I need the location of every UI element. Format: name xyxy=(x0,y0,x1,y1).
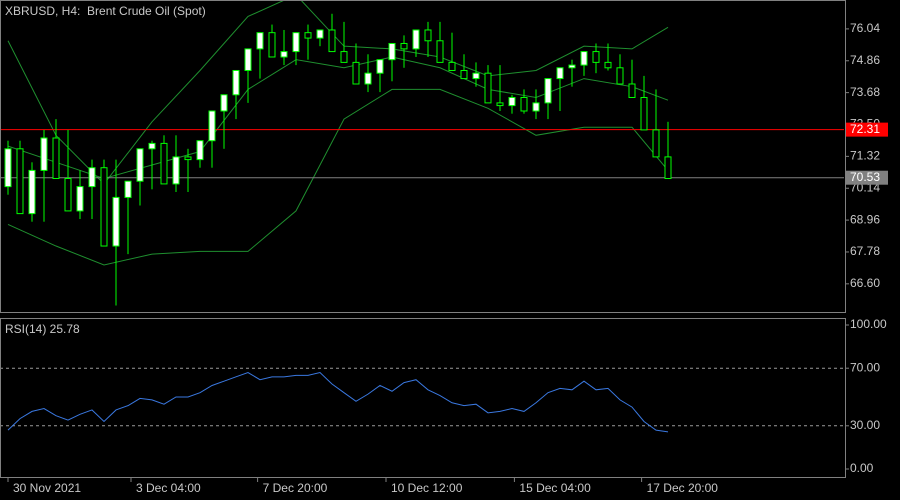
candle-body xyxy=(316,29,324,39)
candle-body xyxy=(256,32,264,50)
candle-body xyxy=(616,67,624,85)
x-tick-label: 15 Dec 04:00 xyxy=(519,481,591,495)
y-tick-label: 0.00 xyxy=(850,461,874,475)
y-tick-label: 74.86 xyxy=(850,53,880,67)
bollinger-band xyxy=(7,56,669,180)
candle-body xyxy=(460,69,468,80)
candle-body xyxy=(220,94,228,112)
candle-body xyxy=(16,148,24,215)
candle-body xyxy=(604,61,612,69)
candle-body xyxy=(580,51,588,66)
candle-body xyxy=(496,102,504,107)
candle-body xyxy=(76,186,84,212)
candle-body xyxy=(592,51,600,63)
candle-body xyxy=(424,29,432,42)
price-plot xyxy=(1,1,844,306)
candle-body xyxy=(184,156,192,161)
candle-body xyxy=(244,48,252,71)
candle-body xyxy=(304,32,312,39)
candle-body xyxy=(352,61,360,85)
rsi-title: RSI(14) 25.78 xyxy=(5,322,80,336)
y-tick-label: 68.96 xyxy=(850,212,880,226)
candle-body xyxy=(172,156,180,185)
candle-body xyxy=(64,178,72,212)
candle-body xyxy=(280,51,288,58)
y-tick-label: 100.00 xyxy=(850,317,887,331)
candle-body xyxy=(148,142,156,150)
candle-body xyxy=(364,72,372,85)
y-tick-label: 71.32 xyxy=(850,149,880,163)
candle-body xyxy=(112,196,120,247)
candle-body xyxy=(268,32,276,58)
candle-body xyxy=(640,96,648,131)
candle-body xyxy=(52,137,60,180)
bollinger-band xyxy=(7,1,669,185)
candle-body xyxy=(628,83,636,98)
chart-title: XBRUSD, H4: Brent Crude Oil (Spot) xyxy=(5,4,206,18)
candle-body xyxy=(376,59,384,74)
candle-body xyxy=(652,129,660,158)
candle-body xyxy=(532,102,540,112)
candle-body xyxy=(400,42,408,50)
x-tick-label: 3 Dec 04:00 xyxy=(136,481,201,495)
candle-body xyxy=(328,29,336,53)
candle-body xyxy=(124,180,132,198)
x-tick-label: 17 Dec 20:00 xyxy=(647,481,719,495)
x-tick-label: 7 Dec 20:00 xyxy=(263,481,328,495)
candle-body xyxy=(40,137,48,171)
candle-body xyxy=(292,32,300,53)
candle-body xyxy=(664,156,672,180)
y-tick-label: 73.68 xyxy=(850,85,880,99)
candle-body xyxy=(484,72,492,104)
candle-body xyxy=(520,96,528,112)
price-tag-label: 72.31 xyxy=(850,122,880,136)
candle-body xyxy=(412,29,420,50)
candle-body xyxy=(100,167,108,247)
candle-body xyxy=(472,72,480,80)
rsi-plot xyxy=(1,367,844,433)
price-tag xyxy=(846,122,888,137)
y-tick-label: 70.00 xyxy=(850,360,880,374)
candle-body xyxy=(448,61,456,71)
x-tick-label: 30 Nov 2021 xyxy=(13,481,81,495)
candle-body xyxy=(208,110,216,142)
rsi-line xyxy=(7,371,669,433)
candle-body xyxy=(4,148,12,188)
price-tag-label: 70.53 xyxy=(850,170,880,184)
price-tag xyxy=(846,170,888,185)
candle-body xyxy=(556,67,564,80)
axes: 76.0474.8673.6872.5071.3270.1468.9667.78… xyxy=(7,21,888,495)
y-tick-label: 66.60 xyxy=(850,276,880,290)
candle-body xyxy=(568,64,576,69)
price-panel xyxy=(0,0,846,313)
candle-body xyxy=(160,142,168,185)
candle-body xyxy=(544,78,552,104)
candle-body xyxy=(232,69,240,96)
candle-body xyxy=(508,96,516,107)
candle-body xyxy=(136,148,144,182)
candle-body xyxy=(436,40,444,63)
y-tick-label: 76.04 xyxy=(850,21,880,35)
candle-body xyxy=(88,167,96,188)
y-tick-label: 67.78 xyxy=(850,244,880,258)
x-tick-label: 10 Dec 12:00 xyxy=(391,481,463,495)
candle-body xyxy=(340,51,348,63)
rsi-panel xyxy=(0,318,846,478)
candle-body xyxy=(388,42,396,61)
candle-body xyxy=(28,169,36,215)
y-tick-label: 30.00 xyxy=(850,418,880,432)
candle-body xyxy=(196,140,204,161)
